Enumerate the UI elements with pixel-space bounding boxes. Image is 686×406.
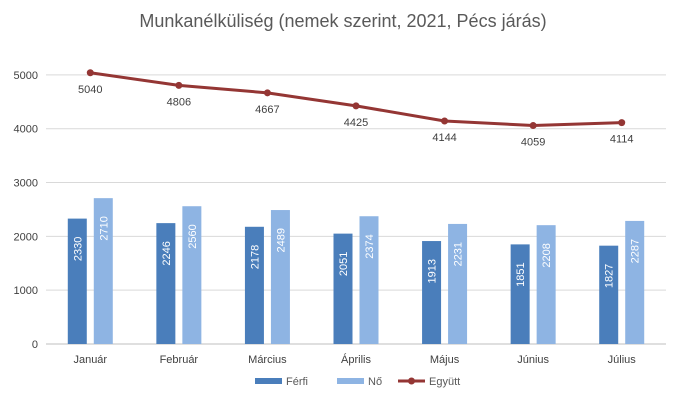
line-data-label: 4144 bbox=[432, 132, 456, 144]
y-tick-label: 1000 bbox=[14, 285, 38, 297]
bar-data-label: 2374 bbox=[364, 234, 376, 258]
line-data-label: 4425 bbox=[344, 117, 368, 129]
x-axis: Január Február Március Április Május Június Jú… bbox=[73, 353, 636, 366]
bar bbox=[625, 220, 645, 344]
bar-data-label: 1851 bbox=[515, 262, 527, 286]
bar-data-label: 2330 bbox=[72, 237, 84, 261]
bar bbox=[244, 226, 264, 344]
bar-data-label: 2231 bbox=[453, 242, 465, 266]
y-tick-label: 4000 bbox=[14, 124, 38, 136]
x-tick-label: Február bbox=[160, 354, 199, 366]
bar bbox=[422, 241, 442, 344]
line-data-label: 4806 bbox=[167, 96, 191, 108]
legend-label: Nő bbox=[368, 376, 382, 388]
line-point bbox=[263, 89, 271, 97]
legend-marker bbox=[408, 377, 415, 385]
line-point bbox=[175, 81, 183, 89]
bar-data-label: 2287 bbox=[630, 239, 642, 263]
x-tick-label: Június bbox=[517, 354, 549, 366]
legend-swatch bbox=[337, 378, 364, 384]
line-point bbox=[441, 117, 449, 125]
bar bbox=[599, 245, 619, 344]
line-point bbox=[618, 119, 626, 127]
bar bbox=[182, 206, 202, 344]
bar-data-label: 1913 bbox=[427, 259, 439, 283]
line-point bbox=[529, 122, 537, 130]
legend-swatch bbox=[255, 378, 282, 384]
x-tick-label: Április bbox=[341, 353, 371, 366]
x-tick-label: Március bbox=[248, 354, 287, 366]
bar bbox=[270, 210, 290, 344]
bar bbox=[536, 225, 556, 344]
bar bbox=[67, 218, 87, 344]
bar bbox=[448, 223, 468, 344]
bar-data-label: 2208 bbox=[541, 243, 553, 267]
x-tick-label: Július bbox=[608, 354, 637, 366]
line-data-label: 4059 bbox=[521, 137, 545, 149]
line-point bbox=[352, 102, 360, 110]
bar-data-label: 2489 bbox=[275, 228, 287, 252]
bar-series: 2330 2246 2178 2051 1913 1851 1827 2710 2560 2489… bbox=[67, 198, 645, 344]
x-tick-label: Május bbox=[430, 354, 460, 366]
legend: Férfi Nő Együtt bbox=[255, 376, 460, 388]
bar bbox=[510, 244, 530, 344]
bar-data-label: 1827 bbox=[604, 264, 616, 288]
line-data-label: 4114 bbox=[610, 134, 634, 146]
bar bbox=[93, 198, 113, 344]
y-tick-label: 0 bbox=[32, 339, 38, 351]
chart-title: Munkanélküliség (nemek szerint, 2021, Pé… bbox=[139, 11, 546, 31]
line-series: 5040 4806 4667 4425 4144 4059 4114 bbox=[78, 69, 634, 149]
line-data-label: 5040 bbox=[78, 84, 102, 96]
bar bbox=[359, 216, 379, 344]
y-tick-label: 2000 bbox=[14, 231, 38, 243]
gridlines bbox=[46, 74, 666, 345]
bar-data-label: 2710 bbox=[98, 216, 110, 240]
bar bbox=[333, 233, 353, 344]
line-point bbox=[86, 69, 94, 77]
y-axis: 0 1000 2000 3000 4000 5000 bbox=[14, 70, 38, 351]
line-data-label: 4667 bbox=[255, 104, 279, 116]
bar-data-label: 2560 bbox=[187, 224, 199, 248]
bar bbox=[156, 223, 176, 344]
legend-label: Férfi bbox=[286, 376, 308, 388]
bar-data-label: 2246 bbox=[161, 241, 173, 265]
y-tick-label: 3000 bbox=[14, 178, 38, 190]
x-tick-label: Január bbox=[73, 354, 107, 366]
bar-data-label: 2051 bbox=[338, 252, 350, 276]
legend-label: Együtt bbox=[429, 376, 460, 388]
bar-data-label: 2178 bbox=[249, 245, 261, 269]
y-tick-label: 5000 bbox=[14, 70, 38, 82]
